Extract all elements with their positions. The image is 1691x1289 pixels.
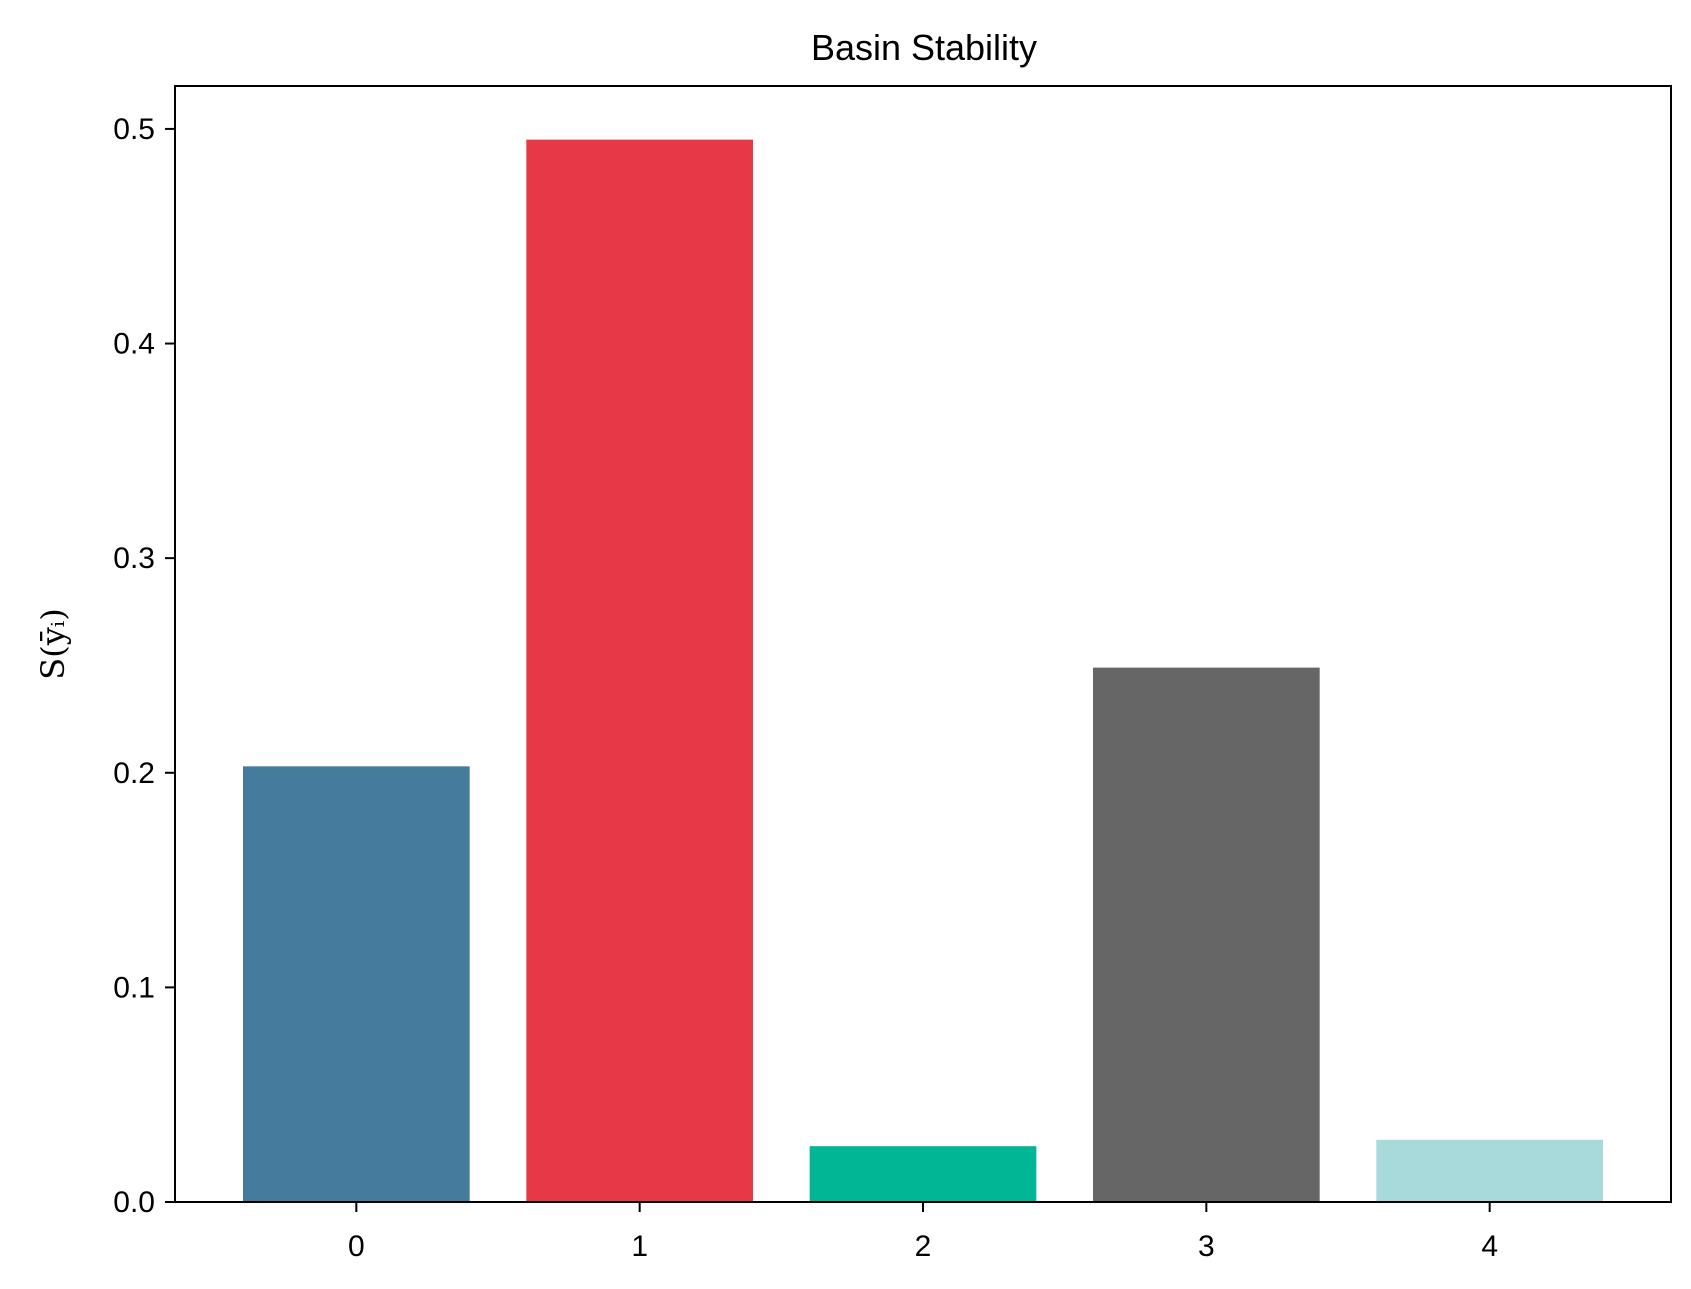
y-axis-label: S(ȳᵢ) — [34, 608, 72, 679]
x-tick-label: 2 — [915, 1230, 932, 1263]
bar-0 — [243, 766, 470, 1202]
y-tick-label: 0.2 — [113, 757, 155, 790]
bar-1 — [526, 139, 753, 1202]
bar-4 — [1376, 1139, 1603, 1202]
y-tick-label: 0.4 — [113, 328, 155, 361]
y-tick-label: 0.3 — [113, 542, 155, 575]
x-tick-label: 0 — [348, 1230, 365, 1263]
bars-group — [243, 139, 1603, 1202]
x-axis-ticks: 0 1 2 3 4 — [348, 1202, 1498, 1263]
y-tick-label: 0.0 — [113, 1186, 155, 1219]
y-tick-label: 0.1 — [113, 971, 155, 1004]
chart-title: Basin Stability — [811, 27, 1037, 68]
x-tick-label: 4 — [1481, 1230, 1498, 1263]
y-axis-ticks: 0.0 0.1 0.2 0.3 0.4 0.5 — [113, 113, 175, 1219]
bar-2 — [809, 1146, 1037, 1202]
y-tick-label: 0.5 — [113, 113, 155, 146]
x-tick-label: 1 — [631, 1230, 648, 1263]
bar-3 — [1093, 667, 1320, 1202]
x-tick-label: 3 — [1198, 1230, 1215, 1263]
